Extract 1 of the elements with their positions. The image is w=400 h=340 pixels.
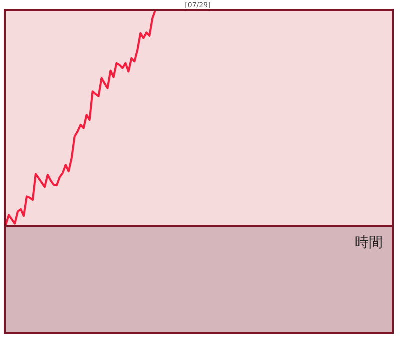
- x-axis-title: 時間: [355, 235, 383, 251]
